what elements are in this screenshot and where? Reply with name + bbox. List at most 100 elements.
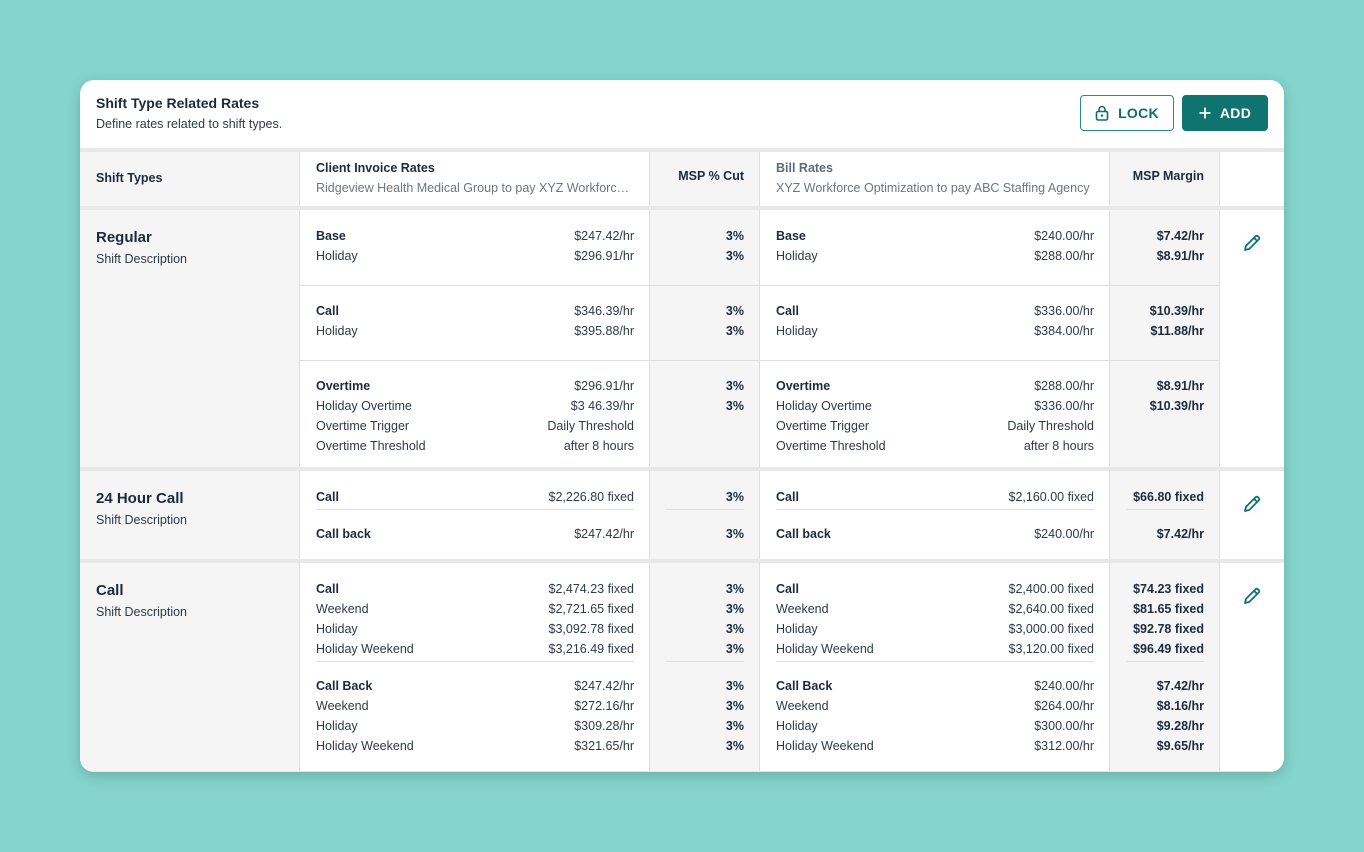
rate-value: $2,400.00 fixed — [1008, 582, 1095, 596]
rate-label: Holiday Weekend — [316, 642, 414, 656]
rate-value: $247.42/hr — [574, 229, 634, 243]
msp-margin-value: $10.39/hr — [1149, 304, 1204, 318]
rate-value: $300.00/hr — [1034, 719, 1094, 733]
shift-type-description: Shift Description — [96, 605, 188, 619]
msp-margin-value: $8.91/hr — [1156, 249, 1204, 263]
pencil-icon[interactable] — [1242, 233, 1262, 253]
msp-cut-value: 3% — [725, 490, 744, 504]
rate-value: $296.91/hr — [574, 379, 634, 393]
bill-rate-line: Holiday Weekend $312.00/hr — [776, 739, 1094, 759]
rate-label: Base — [776, 229, 806, 243]
rate-value: $312.00/hr — [1034, 739, 1094, 753]
group-divider — [1126, 661, 1204, 662]
rate-value: $240.00/hr — [1034, 679, 1094, 693]
rate-value: $3,000.00 fixed — [1008, 622, 1095, 636]
group-divider — [299, 360, 759, 361]
lock-button[interactable]: LOCK — [1080, 95, 1174, 131]
rate-value: $336.00/hr — [1034, 304, 1094, 318]
cell-bg — [1109, 210, 1219, 467]
column-divider — [1219, 563, 1220, 771]
msp-cut-value: 3% — [725, 229, 744, 243]
bill-rate-line: Overtime Threshold after 8 hours — [776, 439, 1094, 459]
rate-value: $247.42/hr — [574, 679, 634, 693]
client-rate-line: Holiday $296.91/hr — [316, 249, 634, 269]
client-rate-line: Call back $247.42/hr — [316, 527, 634, 547]
msp-margin-value: $8.91/hr — [1156, 379, 1204, 393]
rate-value: $2,226.80 fixed — [548, 490, 635, 504]
rate-label: Holiday — [316, 324, 358, 338]
rate-label: Weekend — [776, 602, 829, 616]
cell-bg — [649, 563, 759, 771]
column-divider — [1109, 210, 1110, 467]
rate-value: $247.42/hr — [574, 527, 634, 541]
cell-bg — [649, 210, 759, 467]
bill-rate-line: Holiday $384.00/hr — [776, 324, 1094, 344]
client-rate-line: Holiday Weekend $3,216.49 fixed — [316, 642, 634, 662]
column-divider — [1219, 471, 1220, 559]
bill-rate-line: Holiday $288.00/hr — [776, 249, 1094, 269]
bill-rate-line: Holiday Overtime $336.00/hr — [776, 399, 1094, 419]
rate-value: $240.00/hr — [1034, 527, 1094, 541]
rate-value: $309.28/hr — [574, 719, 634, 733]
msp-cut-value: 3% — [725, 582, 744, 596]
rate-value: $288.00/hr — [1034, 249, 1094, 263]
add-button[interactable]: ADD — [1182, 95, 1268, 131]
group-divider — [759, 360, 1219, 361]
client-rate-line: Holiday $309.28/hr — [316, 719, 634, 739]
client-rate-line: Holiday Overtime $3 46.39/hr — [316, 399, 634, 419]
msp-cut-value: 3% — [725, 602, 744, 616]
bill-rate-line: Overtime $288.00/hr — [776, 379, 1094, 399]
rate-label: Holiday Overtime — [316, 399, 412, 413]
shift-type-description: Shift Description — [96, 252, 188, 266]
rate-value: $2,640.00 fixed — [1008, 602, 1095, 616]
shift-type-description: Shift Description — [96, 513, 188, 527]
page-title: Shift Type Related Rates — [96, 95, 260, 111]
client-rate-line: Overtime Trigger Daily Threshold — [316, 419, 634, 439]
msp-cut-value: 3% — [725, 739, 744, 753]
header-cell-bg — [649, 152, 759, 206]
pencil-icon[interactable] — [1242, 494, 1262, 514]
rate-label: Overtime Threshold — [316, 439, 426, 453]
header-cell-bg — [80, 152, 299, 206]
msp-margin-value: $11.88/hr — [1150, 324, 1204, 338]
rate-label: Call — [316, 304, 339, 318]
cell-bg — [1109, 471, 1219, 559]
rate-label: Holiday — [316, 622, 358, 636]
rate-value: $2,721.65 fixed — [548, 602, 635, 616]
column-divider — [299, 471, 300, 559]
msp-cut-value: 3% — [725, 527, 744, 541]
client-rate-line: Call $2,474.23 fixed — [316, 582, 634, 602]
msp-cut-value: 3% — [725, 642, 744, 656]
msp-cut-value: 3% — [725, 399, 744, 413]
client-rate-line: Call $2,226.80 fixed — [316, 490, 634, 510]
rate-label: Overtime — [316, 379, 371, 393]
rate-value: $321.65/hr — [574, 739, 634, 753]
rate-value: $384.00/hr — [1034, 324, 1094, 338]
cell-bg — [80, 210, 299, 467]
msp-margin-value: $66.80 fixed — [1133, 490, 1204, 504]
rate-value: $336.00/hr — [1034, 399, 1094, 413]
column-divider — [759, 152, 760, 206]
msp-cut-value: 3% — [725, 622, 744, 636]
header-bill-rates-sub: XYZ Workforce Optimization to pay ABC St… — [776, 181, 1090, 195]
column-divider — [759, 563, 760, 771]
column-divider — [1219, 210, 1220, 467]
client-rate-line: Base $247.42/hr — [316, 229, 634, 249]
rate-value: $296.91/hr — [574, 249, 634, 263]
msp-cut-value: 3% — [725, 304, 744, 318]
rate-value: $264.00/hr — [1034, 699, 1094, 713]
pencil-icon[interactable] — [1242, 586, 1262, 606]
rate-value: $395.88/hr — [574, 324, 634, 338]
rate-value: $3 46.39/hr — [570, 399, 634, 413]
column-divider — [1219, 152, 1220, 206]
rate-label: Call — [776, 304, 799, 318]
msp-margin-value: $7.42/hr — [1156, 679, 1204, 693]
msp-margin-value: $96.49 fixed — [1133, 642, 1204, 656]
column-divider — [649, 152, 650, 206]
column-divider — [299, 152, 300, 206]
client-rate-line: Holiday $395.88/hr — [316, 324, 634, 344]
rate-label: Overtime Threshold — [776, 439, 886, 453]
rate-value: $2,474.23 fixed — [548, 582, 635, 596]
bill-rate-line: Weekend $2,640.00 fixed — [776, 602, 1094, 622]
msp-cut-value: 3% — [725, 379, 744, 393]
